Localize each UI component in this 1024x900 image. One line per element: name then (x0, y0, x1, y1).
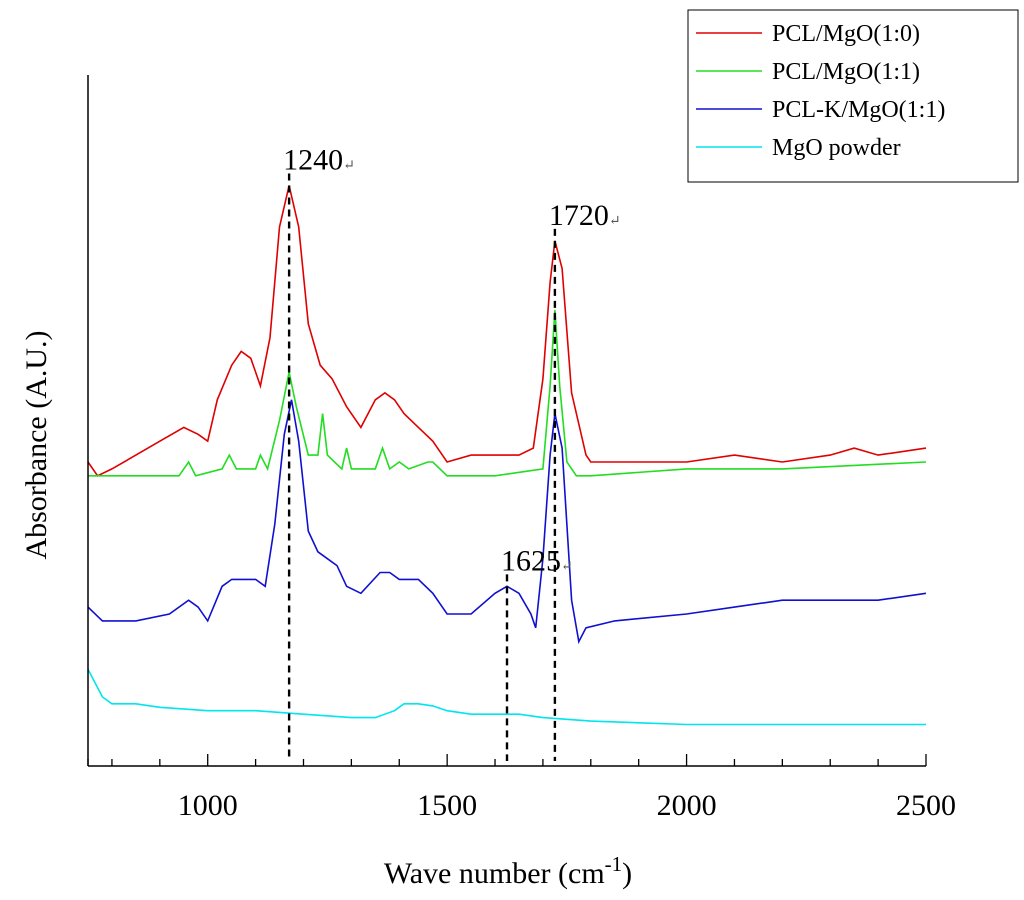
x-tick-label: 2500 (896, 789, 956, 822)
x-tick-label: 2000 (657, 789, 717, 822)
legend-label: PCL/MgO(1:0) (772, 21, 920, 47)
annotation-label: 1720↵ (549, 199, 621, 232)
annotation-layer: 1240↵ 1720↵ 1625↵ (283, 144, 621, 761)
y-axis-label: Absorbance (A.U.) (20, 330, 53, 559)
series-line-1 (87, 185, 927, 477)
legend: PCL/MgO(1:0) PCL/MgO(1:1) PCL-K/MgO(1:1) Mg… (687, 9, 1019, 183)
x-axis-label: Wave number (cm-1) (384, 852, 632, 890)
x-tick-label: 1000 (178, 789, 238, 822)
axes (87, 75, 926, 767)
legend-box (687, 9, 1019, 183)
series-line-4 (87, 668, 926, 726)
legend-label: PCL/MgO(1:1) (772, 59, 920, 85)
series-line-2 (88, 309, 927, 477)
legend-label: PCL-K/MgO(1:1) (772, 97, 945, 123)
tick-labels: 1000 1500 2000 2500 (178, 789, 956, 822)
x-tick-label: 1500 (417, 789, 477, 822)
series-line-3 (87, 399, 927, 645)
legend-label: MgO powder (772, 135, 901, 161)
plot-lines (87, 185, 927, 726)
tick-marks (87, 754, 927, 766)
annotation-label: 1625↵ (501, 544, 573, 577)
annotation-label: 1240↵ (283, 144, 355, 177)
